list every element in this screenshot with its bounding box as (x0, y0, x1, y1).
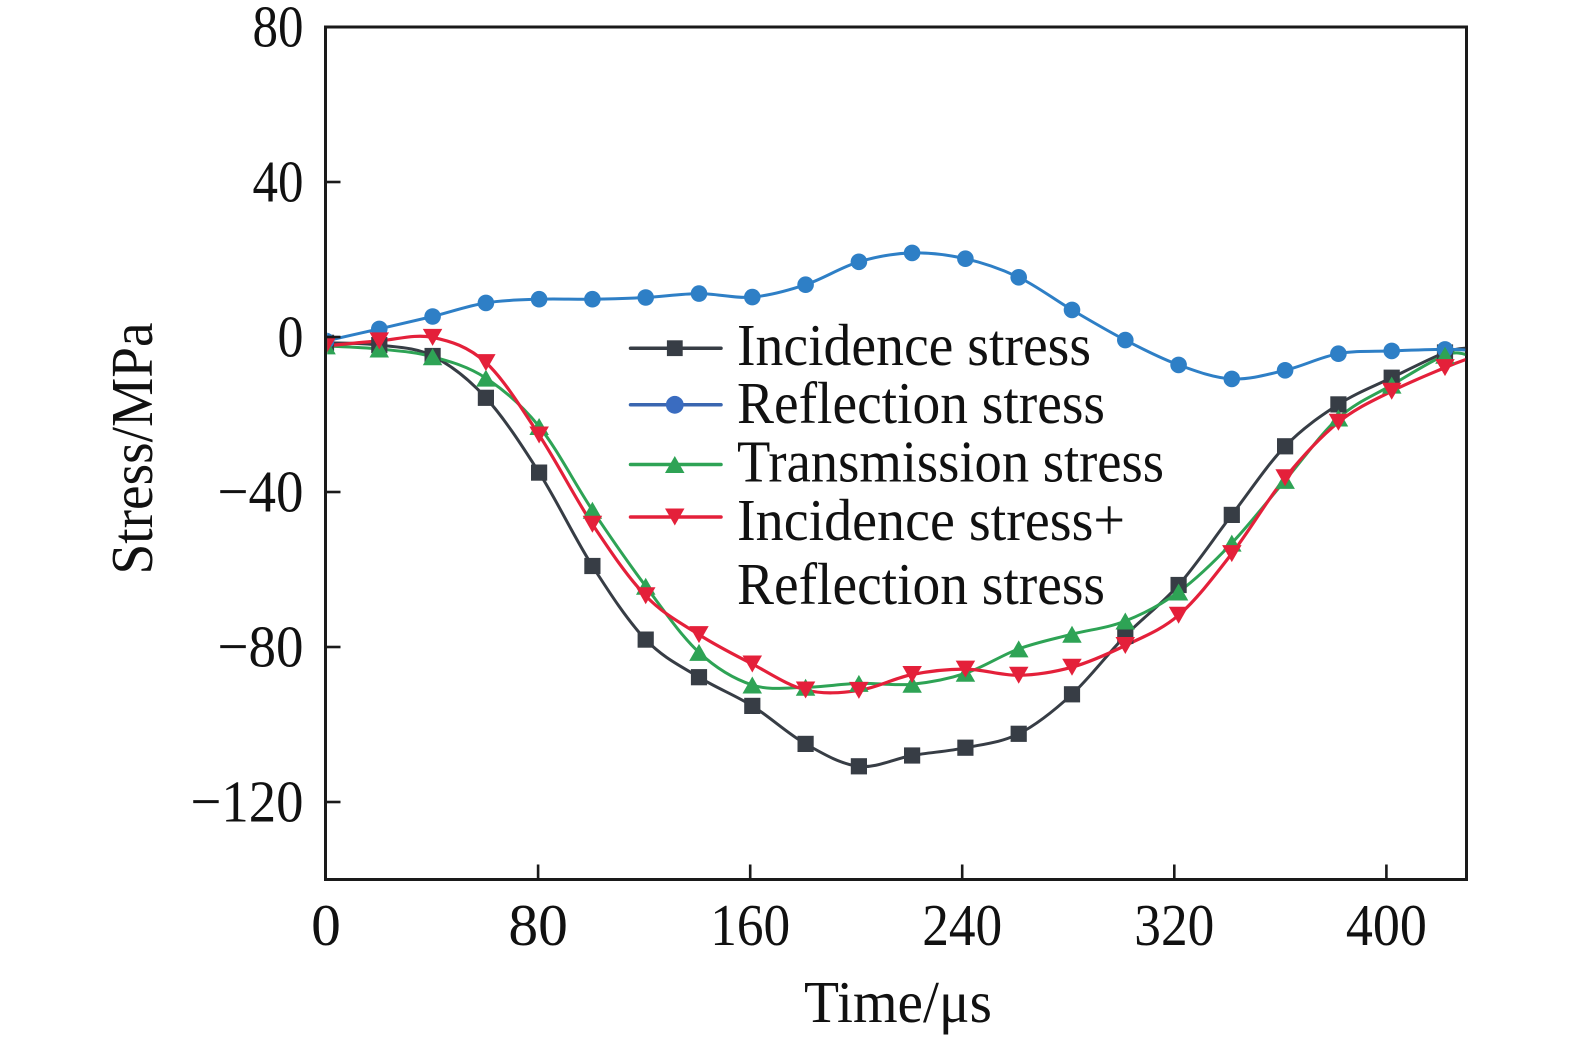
svg-text:−40: −40 (218, 459, 304, 525)
svg-text:0: 0 (278, 304, 304, 370)
svg-text:Incidence stress: Incidence stress (737, 312, 1091, 378)
svg-text:Transmission stress: Transmission stress (737, 429, 1164, 495)
svg-text:0: 0 (311, 892, 341, 958)
svg-text:Incidence stress+: Incidence stress+ (737, 487, 1125, 553)
svg-text:240: 240 (922, 892, 1002, 958)
svg-text:400: 400 (1346, 892, 1427, 958)
svg-text:40: 40 (253, 149, 304, 215)
svg-text:80: 80 (253, 0, 304, 60)
svg-text:Time/μs: Time/μs (804, 969, 992, 1035)
svg-text:80: 80 (508, 892, 568, 958)
svg-text:320: 320 (1134, 892, 1214, 958)
svg-text:−120: −120 (191, 769, 304, 835)
svg-text:Stress/MPa: Stress/MPa (99, 323, 165, 575)
svg-text:Reflection stress: Reflection stress (737, 551, 1105, 617)
svg-text:160: 160 (710, 892, 790, 958)
svg-text:−80: −80 (218, 614, 304, 680)
svg-text:Reflection stress: Reflection stress (737, 370, 1105, 436)
